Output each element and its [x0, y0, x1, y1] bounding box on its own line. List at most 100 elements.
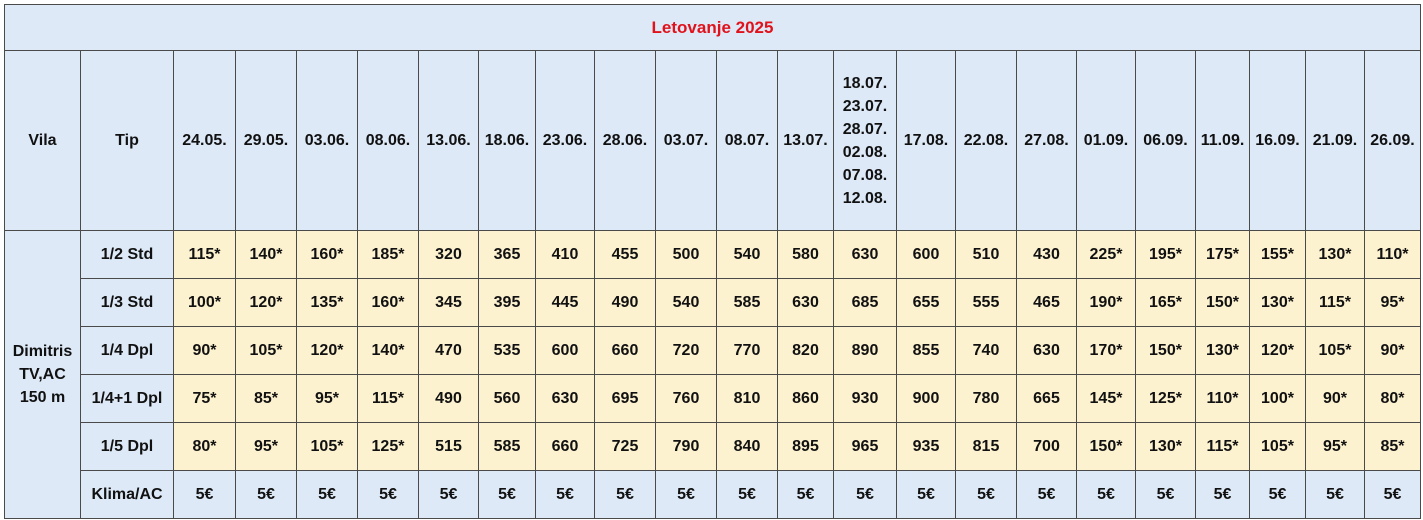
- price-cell: 110*: [1364, 230, 1421, 279]
- price-cell: 135*: [296, 278, 358, 327]
- date-header: 08.06.: [357, 50, 419, 231]
- price-cell: 225*: [1076, 230, 1136, 279]
- date-header: 06.09.: [1135, 50, 1196, 231]
- price-cell: 110*: [1195, 374, 1250, 423]
- price-cell: 5€: [1076, 470, 1136, 519]
- price-cell: 120*: [235, 278, 297, 327]
- price-cell: 770: [716, 326, 778, 375]
- date-header: 26.09.: [1364, 50, 1421, 231]
- data-row: 1/3 Std 100* 120* 135* 160* 345 395 445 490 540 58…: [5, 278, 1421, 327]
- price-cell: 630: [1016, 326, 1077, 375]
- header-cell: Tip: [80, 50, 174, 231]
- price-cell: 175*: [1195, 230, 1250, 279]
- price-cell: 560: [478, 374, 536, 423]
- price-cell: 490: [594, 278, 656, 327]
- price-cell: 410: [535, 230, 595, 279]
- price-cell: 90*: [1305, 374, 1365, 423]
- header-row: Vila Tip 24.05. 29.05. 03.06. 08.06. 13.06. 18.…: [4, 50, 1421, 231]
- price-cell: 345: [418, 278, 479, 327]
- price-cell: 5€: [1305, 470, 1365, 519]
- cell-line: 24.05.: [182, 132, 227, 149]
- cell-line: 11.09.: [1200, 132, 1245, 149]
- date-header: 18.07. 23.07. 28.07. 02.08. 07.08. 12.08.: [833, 50, 897, 231]
- price-cell: 5€: [655, 470, 717, 519]
- date-header: 22.08.: [955, 50, 1017, 231]
- price-cell: 695: [594, 374, 656, 423]
- price-cell: 490: [418, 374, 479, 423]
- price-cell: 130*: [1249, 278, 1306, 327]
- cell-line: 01.09.: [1083, 132, 1129, 149]
- price-cell: 515: [418, 422, 479, 471]
- price-cell: 685: [833, 278, 897, 327]
- price-cell: 700: [1016, 422, 1077, 471]
- cell-line: 27.08.: [1024, 132, 1069, 149]
- price-cell: 585: [716, 278, 778, 327]
- price-cell: 100*: [173, 278, 236, 327]
- price-cell: 510: [955, 230, 1017, 279]
- price-cell: 540: [716, 230, 778, 279]
- date-header: 17.08.: [896, 50, 956, 231]
- price-cell: 90*: [173, 326, 236, 375]
- data-row: Dimitris TV,AC 150 m 1/2 Std 115* 140* 160* 185…: [4, 230, 1421, 519]
- price-cell: 5€: [173, 470, 236, 519]
- price-cell: 470: [418, 326, 479, 375]
- cell-line: 03.07.: [663, 132, 709, 149]
- title-row: Letovanje 2025: [4, 4, 1421, 51]
- cell-line: 16.09.: [1255, 132, 1300, 149]
- price-cell: 140*: [235, 230, 297, 279]
- price-cell: 815: [955, 422, 1017, 471]
- price-cell: 5€: [716, 470, 778, 519]
- price-cell: 630: [777, 278, 834, 327]
- price-cell: 600: [896, 230, 956, 279]
- price-cell: 130*: [1195, 326, 1250, 375]
- price-cell: 115*: [1305, 278, 1365, 327]
- date-header: 01.09.: [1076, 50, 1136, 231]
- price-cell: 115*: [357, 374, 419, 423]
- price-cell: 145*: [1076, 374, 1136, 423]
- cell-line: 28.07.: [842, 120, 888, 138]
- date-header: 13.06.: [418, 50, 479, 231]
- price-cell: 935: [896, 422, 956, 471]
- price-cell: 125*: [1135, 374, 1196, 423]
- price-cell: 120*: [1249, 326, 1306, 375]
- price-cell: 555: [955, 278, 1017, 327]
- price-cell: 95*: [1364, 278, 1421, 327]
- price-cell: 895: [777, 422, 834, 471]
- date-header: 03.06.: [296, 50, 358, 231]
- price-cell: 740: [955, 326, 1017, 375]
- cell-line: 18.06.: [484, 132, 530, 149]
- price-cell: 80*: [173, 422, 236, 471]
- date-header: 03.07.: [655, 50, 717, 231]
- cell-line: 02.08.: [842, 143, 888, 161]
- price-cell: 320: [418, 230, 479, 279]
- date-header: 24.05.: [173, 50, 236, 231]
- data-row: 1/5 Dpl 80* 95* 105* 125* 515 585 660 725 790 840 8…: [5, 422, 1421, 471]
- price-cell: 660: [535, 422, 595, 471]
- cell-line: 17.08.: [903, 132, 949, 149]
- price-cell: 150*: [1076, 422, 1136, 471]
- villa-cell: Dimitris TV,AC 150 m: [4, 230, 81, 519]
- price-table: Letovanje 2025 Vila Tip 24.05. 29.05. 03.06. 0…: [4, 4, 1421, 519]
- price-cell: 720: [655, 326, 717, 375]
- cell-line: 22.08.: [963, 132, 1009, 149]
- price-cell: 5€: [594, 470, 656, 519]
- date-header: 08.07.: [716, 50, 778, 231]
- price-cell: 105*: [1305, 326, 1365, 375]
- price-cell: 540: [655, 278, 717, 327]
- price-cell: 430: [1016, 230, 1077, 279]
- price-cell: 930: [833, 374, 897, 423]
- room-type: 1/4 Dpl: [80, 326, 174, 375]
- price-cell: 860: [777, 374, 834, 423]
- room-type: 1/2 Std: [80, 230, 174, 279]
- price-cell: 165*: [1135, 278, 1196, 327]
- cell-line: 150 m: [19, 389, 66, 406]
- date-header: 27.08.: [1016, 50, 1077, 231]
- room-type: 1/3 Std: [80, 278, 174, 327]
- price-cell: 130*: [1135, 422, 1196, 471]
- price-cell: 5€: [777, 470, 834, 519]
- price-cell: 160*: [296, 230, 358, 279]
- price-cell: 170*: [1076, 326, 1136, 375]
- data-row: Klima/AC 5€ 5€ 5€ 5€ 5€ 5€ 5€ 5€ 5€ 5€ 5€ 5€ 5€ 5€ 5€ 5€…: [5, 470, 1421, 519]
- price-cell: 5€: [478, 470, 536, 519]
- price-cell: 100*: [1249, 374, 1306, 423]
